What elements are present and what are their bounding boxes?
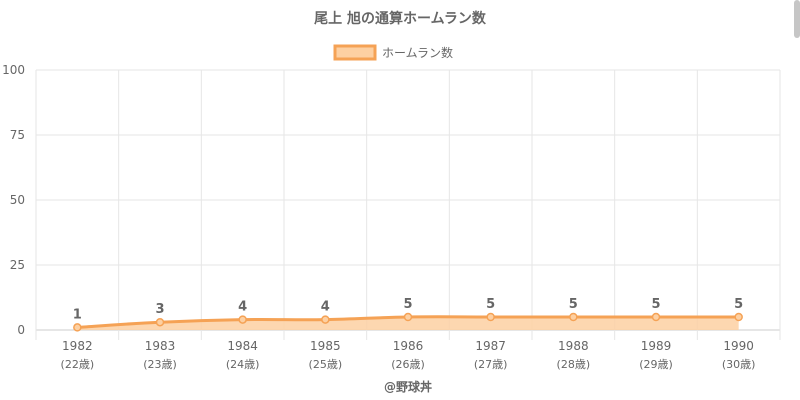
- x-tick-label: 1983: [145, 339, 176, 353]
- data-label-1986: 5: [403, 297, 412, 312]
- x-tick-label: 1985: [310, 339, 341, 353]
- credit-text: @野球丼: [384, 379, 432, 394]
- y-tick-label-75: 75: [10, 128, 25, 142]
- x-tick-sublabel: (25歳): [309, 358, 343, 371]
- x-tick-label: 1982: [62, 339, 93, 353]
- data-point-1984: [238, 315, 247, 324]
- y-tick-label-100: 100: [2, 63, 25, 77]
- x-tick-sublabel: (24歳): [226, 358, 260, 371]
- legend[interactable]: ホームラン数: [333, 44, 453, 61]
- data-point-1989: [651, 312, 661, 322]
- x-tick-sublabel: (22歳): [61, 358, 95, 371]
- scrollbar-thumb[interactable]: [794, 0, 800, 38]
- data-label-1989: 5: [651, 297, 660, 312]
- x-tick-sublabel: (27歳): [474, 358, 508, 371]
- data-point-1990: [734, 312, 743, 322]
- x-tick-sublabel: (23歳): [143, 358, 177, 371]
- data-label-1982: 1: [73, 307, 82, 322]
- x-tick-label: 1990: [723, 339, 754, 353]
- data-point-1988: [569, 312, 578, 322]
- data-point-1987: [486, 312, 495, 322]
- data-label-1983: 3: [155, 302, 164, 317]
- x-tick-sublabel: (28歳): [557, 358, 591, 371]
- x-tick-sublabel: (29歳): [639, 358, 673, 371]
- y-tick-label-50: 50: [10, 193, 25, 207]
- y-tick-label-0: 0: [17, 323, 25, 337]
- data-label-1984: 4: [238, 300, 247, 315]
- legend-swatch: [333, 44, 377, 61]
- x-tick-sublabel: (26歳): [391, 358, 425, 371]
- grid: [35, 69, 781, 340]
- data-labels: 1 3 4 4 5 5 5 5 5: [73, 297, 743, 322]
- data-label-1987: 5: [486, 297, 495, 312]
- y-axis: 0 25 50 75 100: [2, 63, 25, 337]
- data-label-1990: 5: [734, 297, 743, 312]
- x-axis: 1982 (22歳) 1983 (23歳) 1984 (24歳) 1985 (25歳) 1986…: [61, 339, 756, 371]
- data-label-1988: 5: [569, 297, 578, 312]
- x-tick-label: 1986: [393, 339, 424, 353]
- chart-title: 尾上 旭の通算ホームラン数: [314, 10, 487, 27]
- legend-label: ホームラン数: [382, 45, 453, 60]
- x-tick-label: 1989: [641, 339, 672, 353]
- x-tick-label: 1988: [558, 339, 589, 353]
- data-label-1985: 4: [321, 300, 330, 315]
- x-tick-label: 1987: [475, 339, 506, 353]
- x-tick-label: 1984: [227, 339, 258, 353]
- data-point-1986: [403, 312, 413, 322]
- data-point-1985: [321, 315, 330, 324]
- x-tick-sublabel: (30歳): [722, 358, 756, 371]
- data-point-1983: [155, 317, 165, 327]
- y-tick-label-25: 25: [10, 258, 25, 272]
- series-home-runs: [73, 312, 743, 332]
- data-point-1982: [73, 323, 82, 332]
